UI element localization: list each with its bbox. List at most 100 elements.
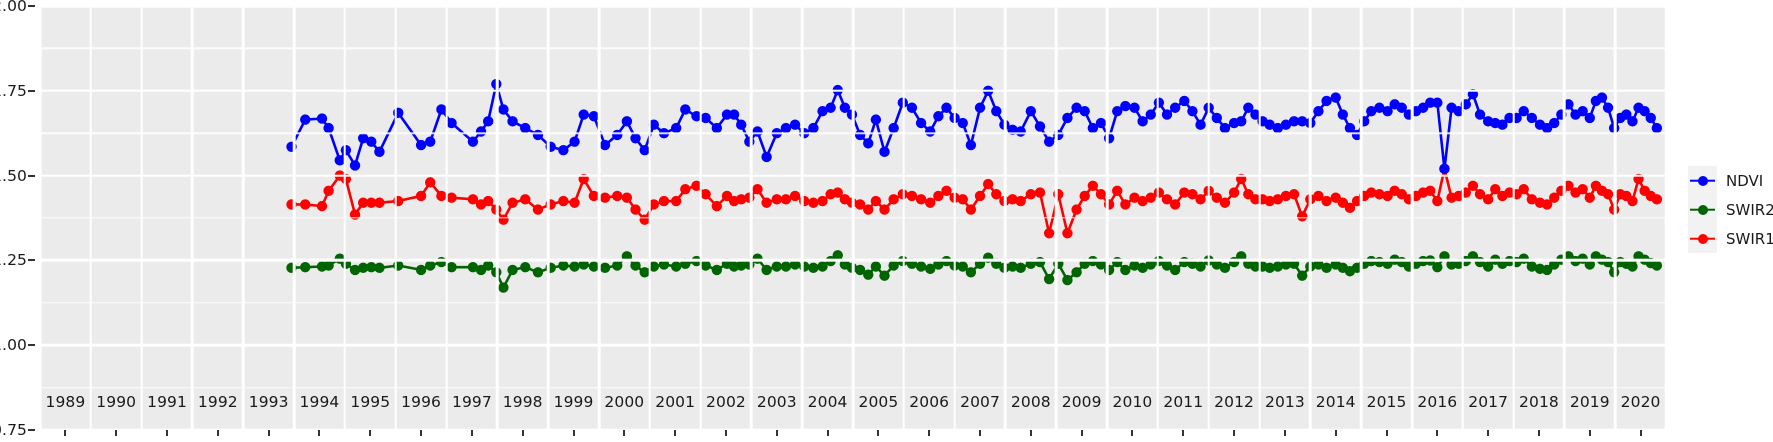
series-ndvi — [286, 78, 1663, 175]
x-tick-label: 1993 — [248, 393, 289, 411]
gridline-vertical-major — [343, 6, 347, 430]
x-tick-mark — [674, 430, 677, 436]
data-point — [1120, 199, 1131, 210]
data-point — [1396, 102, 1407, 113]
data-point — [415, 190, 427, 202]
data-point — [1137, 262, 1148, 274]
data-point — [941, 185, 952, 197]
legend-item-swir2[interactable]: SWIR2 — [1688, 195, 1773, 224]
x-tick-label: 2011 — [1163, 393, 1204, 411]
data-point — [1161, 260, 1173, 271]
data-point — [761, 197, 772, 208]
data-point — [612, 129, 623, 141]
data-point — [658, 195, 670, 207]
data-point — [323, 185, 334, 197]
data-point — [1062, 112, 1073, 124]
x-tick-mark — [470, 430, 473, 436]
data-point — [630, 204, 641, 215]
x-tick-label: 2012 — [1214, 393, 1255, 411]
x-tick-label: 1989 — [45, 393, 86, 411]
data-point — [1651, 260, 1663, 271]
data-point — [1570, 109, 1581, 120]
data-point — [532, 204, 544, 215]
data-point — [446, 117, 457, 129]
data-point — [1112, 185, 1123, 197]
data-point — [415, 139, 427, 151]
data-point — [789, 119, 801, 130]
data-point — [1112, 105, 1123, 117]
data-point — [771, 194, 782, 205]
x-tick-mark — [979, 430, 982, 436]
gridline-vertical-major — [750, 6, 753, 430]
data-point — [1228, 187, 1240, 198]
data-point — [1417, 102, 1429, 113]
data-point — [349, 160, 361, 171]
data-point — [1526, 112, 1538, 124]
data-point — [300, 261, 311, 273]
data-point — [700, 260, 711, 271]
data-point — [1344, 202, 1356, 214]
gridline-vertical-major — [394, 6, 397, 430]
data-point — [1296, 116, 1308, 127]
x-tick-label: 2017 — [1468, 393, 1509, 411]
data-point — [1272, 261, 1283, 272]
x-tick-label: 2019 — [1569, 393, 1610, 411]
gridline-vertical-major — [1563, 6, 1566, 430]
data-point — [621, 192, 633, 203]
data-point — [482, 195, 494, 207]
x-tick-mark — [928, 430, 931, 436]
series-swir2 — [286, 250, 1663, 293]
x-tick-mark — [1436, 430, 1439, 436]
data-point — [599, 139, 611, 151]
gridline-vertical-major — [140, 6, 143, 430]
legend-item-swir1[interactable]: SWIR1 — [1688, 224, 1773, 253]
data-point — [1490, 117, 1501, 129]
data-point — [1337, 197, 1349, 208]
data-point — [1417, 187, 1429, 198]
data-point — [1211, 112, 1223, 124]
data-point — [870, 114, 882, 125]
data-point — [1169, 102, 1181, 113]
data-point — [1043, 136, 1055, 147]
x-tick-mark — [267, 430, 270, 436]
data-point — [1549, 192, 1560, 203]
data-point — [832, 187, 843, 198]
x-tick-mark — [877, 430, 880, 436]
x-tick-label: 2006 — [909, 393, 950, 411]
data-point — [1382, 105, 1393, 117]
x-tick-label: 1992 — [197, 393, 238, 411]
gridline-vertical-major — [1461, 6, 1465, 430]
data-point — [1590, 95, 1602, 107]
data-point — [569, 197, 580, 208]
data-point — [965, 204, 977, 215]
data-point — [446, 192, 457, 203]
data-point — [1219, 262, 1231, 274]
data-point — [1272, 194, 1283, 205]
legend-label: SWIR1 — [1726, 229, 1773, 248]
data-point — [1219, 197, 1231, 208]
gridline-vertical-major — [546, 6, 550, 430]
data-point — [1596, 185, 1608, 197]
data-point — [965, 267, 977, 278]
data-point — [906, 102, 918, 113]
legend-item-ndvi[interactable]: NDVI — [1688, 166, 1768, 195]
data-point — [1321, 195, 1332, 207]
data-point — [1518, 183, 1529, 195]
data-point — [1211, 192, 1223, 203]
data-point — [1570, 187, 1581, 198]
data-point — [771, 261, 782, 272]
x-tick-label: 1995 — [350, 393, 391, 411]
data-point — [1541, 264, 1553, 276]
data-point — [1549, 117, 1560, 129]
data-point — [1025, 105, 1037, 117]
gridline-vertical-major — [445, 6, 448, 430]
x-tick-mark — [1487, 430, 1490, 436]
y-tick-label: 1.50 — [0, 166, 27, 185]
x-tick-mark — [216, 430, 219, 436]
gridline-vertical-major — [40, 6, 42, 430]
gridline-vertical-major — [1156, 6, 1160, 430]
data-point — [1137, 195, 1148, 207]
data-point — [991, 189, 1002, 200]
gridline-vertical-major — [648, 6, 652, 430]
data-point — [941, 102, 952, 113]
